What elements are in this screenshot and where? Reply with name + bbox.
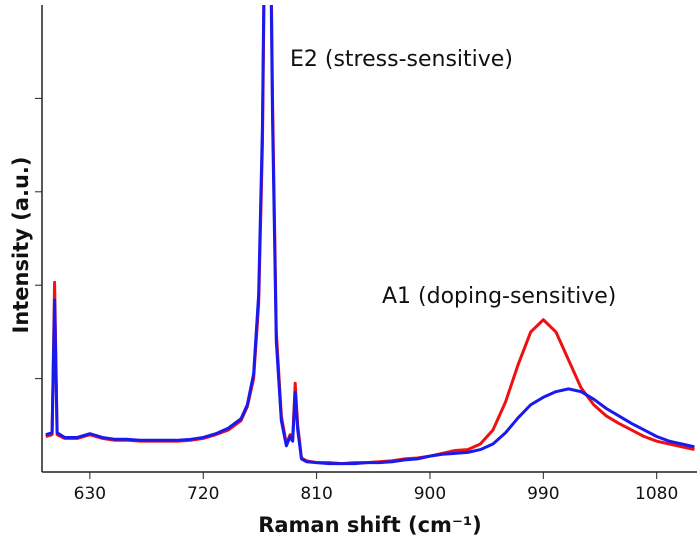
x-tick-label: 630 (74, 484, 106, 504)
x-tick-label: 990 (527, 484, 559, 504)
annotation: E2 (stress-sensitive) (290, 47, 513, 72)
annotation: A1 (doping-sensitive) (382, 284, 616, 309)
x-tick-label: 1080 (635, 484, 678, 504)
x-axis-label: Raman shift (cm⁻¹) (258, 513, 482, 537)
x-tick-label: 900 (414, 484, 446, 504)
y-axis-label: Intensity (a.u.) (9, 156, 33, 333)
x-tick-label: 810 (300, 484, 332, 504)
x-tick-label: 720 (187, 484, 219, 504)
plot-area (45, 5, 695, 466)
spectrum-line (45, 5, 695, 466)
